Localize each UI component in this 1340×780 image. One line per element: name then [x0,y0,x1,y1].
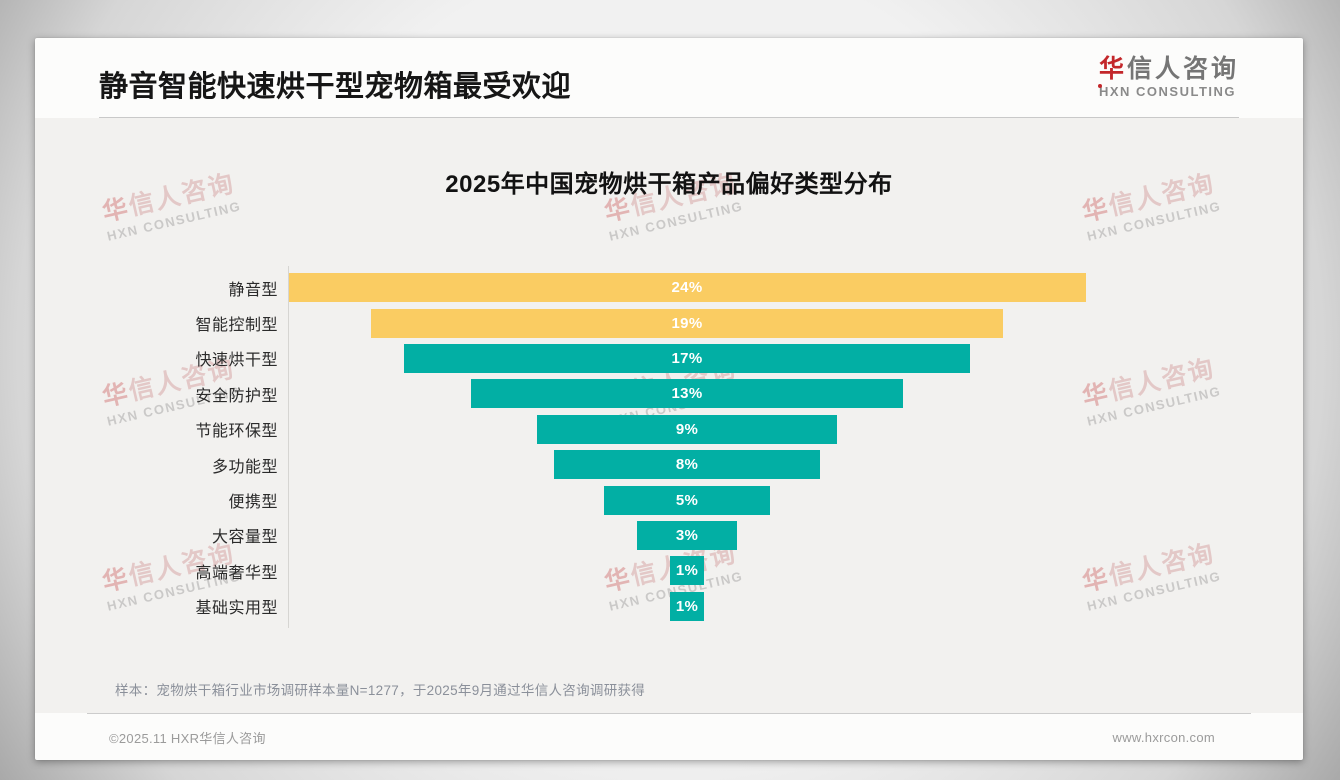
funnel-bar-row: 智能控制型 19% [35,305,1086,340]
funnel-bar-row: 高端奢华型 1% [35,553,1086,588]
y-axis-line [288,266,289,628]
bar-track: 8% [288,450,1086,480]
funnel-bar: 17% [404,343,970,373]
funnel-bar-row: 基础实用型 1% [35,589,1086,624]
funnel-bar-row: 大容量型 3% [35,518,1086,553]
funnel-bar: 9% [537,414,837,444]
category-label: 基础实用型 [195,600,278,618]
funnel-bar-row: 便携型 5% [35,482,1086,517]
category-label: 多功能型 [211,458,278,476]
funnel-bar-row: 多功能型 8% [35,447,1086,482]
sample-note: 样本：宠物烘干箱行业市场调研样本量N=1277，于2025年9月通过华信人咨询调… [115,683,646,698]
category-label: 快速烘干型 [195,352,278,370]
funnel-bar-row: 安全防护型 13% [35,376,1086,411]
bar-track: 19% [288,308,1086,338]
bar-track: 17% [288,343,1086,373]
report-card: 静音智能快速烘干型宠物箱最受欢迎 华信人咨询 HXN CONSULTING 华信… [35,38,1303,760]
category-label: 安全防护型 [195,387,278,405]
funnel-bar: 3% [637,520,737,550]
funnel-bar-row: 节能环保型 9% [35,412,1086,447]
category-label: 大容量型 [211,529,278,547]
funnel-chart: 静音型 24% 智能控制型 19% 快速烘干型 17% 安全防护型 13% 节能环保型 9% 多功能… [35,266,1086,628]
bar-track: 24% [288,273,1086,303]
bar-track: 1% [288,556,1086,586]
category-label: 高端奢华型 [195,564,278,582]
category-label: 节能环保型 [195,423,278,441]
funnel-bar-row: 快速烘干型 17% [35,341,1086,376]
report-header: 静音智能快速烘干型宠物箱最受欢迎 华信人咨询 HXN CONSULTING [99,38,1239,118]
funnel-bar: 24% [288,273,1086,303]
chart-title: 2025年中国宠物烘干箱产品偏好类型分布 [445,171,893,198]
funnel-bar: 1% [670,591,704,621]
logo-chinese-name: 华信人咨询 [1098,55,1239,83]
report-footer: ©2025.11 HXR华信人咨询 www.hxrcon.com [87,713,1251,760]
website-text: www.hxrcon.com [1112,729,1215,745]
category-label: 便携型 [228,494,278,512]
category-label: 静音型 [228,281,278,299]
logo-english-name: HXN CONSULTING [1098,83,1237,99]
funnel-bar: 5% [603,485,771,515]
funnel-bar: 1% [670,556,704,586]
bar-track: 13% [288,379,1086,409]
funnel-bar: 13% [470,379,904,409]
funnel-rows: 静音型 24% 智能控制型 19% 快速烘干型 17% 安全防护型 13% 节能环保型 9% 多功能… [35,270,1086,624]
chart-area: 华信人咨询 HXN CONSULTING 华信人咨询 HXN CONSULTING 华信… [35,118,1303,713]
funnel-bar: 8% [554,450,820,480]
funnel-bar: 19% [371,308,1003,338]
company-logo: 华信人咨询 HXN CONSULTING [1098,55,1239,99]
bar-track: 1% [288,591,1086,621]
bar-track: 3% [288,520,1086,550]
category-label: 智能控制型 [195,317,278,335]
copyright-text: ©2025.11 HXR华信人咨询 [109,730,266,746]
bar-track: 5% [288,485,1086,515]
bar-track: 9% [288,414,1086,444]
page-title: 静音智能快速烘干型宠物箱最受欢迎 [99,71,572,103]
funnel-bar-row: 静音型 24% [35,270,1086,305]
